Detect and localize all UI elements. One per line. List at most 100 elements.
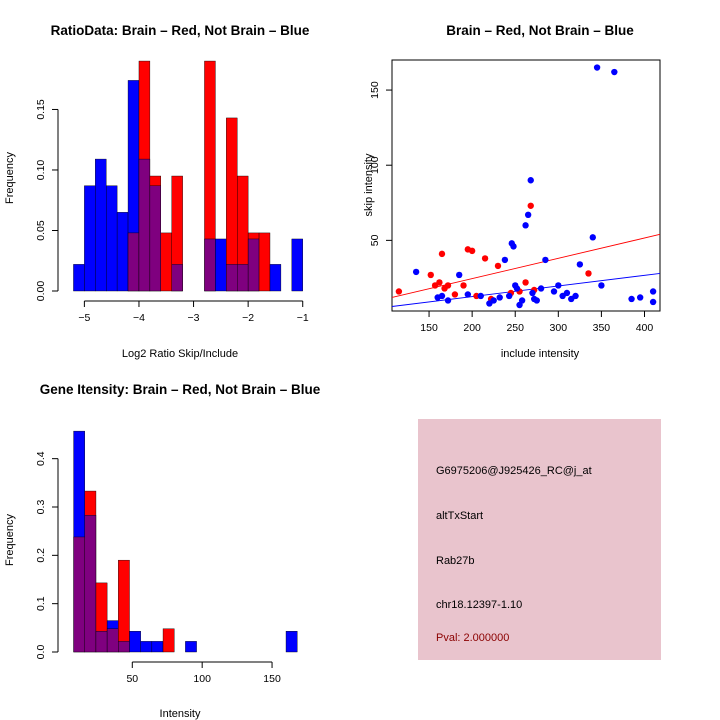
- ratio-bar-overlap: [138, 158, 151, 292]
- ratio-histogram-axes: −5 −4 −3 −2 −1 0.00 0.05 0.10 0.15: [35, 99, 309, 324]
- point-blue: [513, 285, 521, 292]
- point-blue: [496, 294, 503, 301]
- point-red: [585, 270, 592, 277]
- point-red: [438, 250, 446, 258]
- ratio-bar-blue: [106, 185, 118, 292]
- ratio-bar-blue: [84, 185, 96, 292]
- genomic-location: chr18.12397-1.10: [436, 599, 523, 611]
- ratio-bar-blue: [269, 264, 282, 292]
- point-red: [460, 282, 467, 289]
- intensity-bar-blue: [140, 641, 153, 653]
- point-red: [494, 262, 502, 270]
- ratio-histogram: RatioData: Brain – Red, Not Brain – Blue…: [4, 23, 310, 360]
- intensity-histogram: Gene Itensity: Brain – Red, Not Brain – …: [4, 382, 321, 720]
- ratio-bar-overlap: [171, 264, 183, 292]
- ratio-x-tick-label: −1: [297, 312, 309, 324]
- point-blue: [598, 282, 605, 289]
- intensity-scatter: Brain – Red, Not Brain – Blue 150 200 250 3…: [363, 23, 661, 360]
- gene-name: Rab27b: [436, 555, 475, 567]
- ratio-bar-blue: [95, 158, 107, 292]
- intensity-x-tick-label: 150: [263, 673, 281, 685]
- fit-line-blue: [391, 272, 661, 307]
- point-blue: [649, 288, 657, 295]
- point-blue: [522, 222, 529, 229]
- ratio-bar-blue: [73, 264, 85, 292]
- scatter-xlabel: include intensity: [501, 348, 580, 360]
- scatter-x-tick-label: 250: [506, 322, 524, 334]
- probe-id: G6975206@J925426_RC@j_at: [436, 465, 592, 477]
- scatter-y-tick-label: 100: [369, 156, 381, 174]
- scatter-ylabel: skip intensity: [363, 153, 375, 216]
- scatter-y-tick-label: 150: [369, 81, 381, 99]
- point-blue: [527, 177, 534, 184]
- point-blue: [576, 261, 584, 268]
- point-blue: [537, 285, 545, 292]
- scatter-title: Brain – Red, Not Brain – Blue: [446, 23, 634, 38]
- point-red: [395, 288, 403, 295]
- fit-line-red: [391, 233, 661, 298]
- intensity-bar-overlap: [84, 515, 97, 653]
- intensity-bar-overlap: [118, 641, 130, 653]
- point-red: [427, 271, 434, 279]
- point-red: [527, 202, 534, 209]
- point-blue: [611, 68, 618, 76]
- point-blue: [524, 211, 532, 219]
- point-blue: [589, 234, 596, 241]
- ratio-histogram-ylabel: Frequency: [4, 152, 16, 204]
- point-blue: [490, 297, 497, 304]
- ratio-x-tick-label: −3: [188, 312, 200, 324]
- ratio-bar-blue: [215, 238, 227, 292]
- point-red: [436, 279, 443, 286]
- scatter-y-tick-label: 50: [369, 234, 381, 246]
- point-blue: [501, 256, 509, 264]
- intensity-bar-blue: [151, 641, 164, 653]
- scatter-fit-lines: [391, 233, 661, 307]
- intensity-y-tick-label: 0.2: [35, 548, 47, 563]
- ratio-y-tick-label: 0.00: [35, 281, 47, 302]
- ratio-bar-overlap: [204, 238, 216, 292]
- intensity-bar-overlap: [106, 628, 119, 653]
- point-blue: [542, 256, 549, 264]
- point-blue: [510, 243, 517, 250]
- ratio-y-tick-label: 0.05: [35, 220, 47, 241]
- ratio-bar-red: [160, 232, 172, 292]
- ratio-bar-red: [258, 232, 271, 292]
- point-blue: [550, 288, 558, 295]
- point-blue: [477, 292, 484, 300]
- ratio-y-tick-label: 0.15: [35, 99, 47, 120]
- point-blue: [505, 292, 513, 300]
- intensity-bar-overlap: [95, 631, 108, 653]
- intensity-y-tick-label: 0.3: [35, 500, 47, 515]
- point-red: [481, 255, 489, 262]
- point-blue: [444, 297, 452, 304]
- scatter-frame: [391, 59, 661, 312]
- point-blue: [438, 292, 446, 300]
- point-blue: [412, 268, 420, 276]
- intensity-x-tick-label: 50: [126, 673, 138, 685]
- point-blue: [518, 297, 526, 304]
- intensity-y-tick-label: 0.4: [35, 451, 47, 466]
- point-blue: [456, 271, 463, 279]
- intensity-x-tick-label: 100: [193, 673, 211, 685]
- intensity-bar-blue: [129, 631, 141, 653]
- scatter-x-tick-label: 400: [636, 322, 654, 334]
- intensity-histogram-title: Gene Itensity: Brain – Red, Not Brain – …: [40, 382, 321, 397]
- ratio-x-tick-label: −4: [133, 312, 145, 324]
- p-value: Pval: 2.000000: [436, 632, 510, 644]
- intensity-bar-blue: [185, 641, 197, 653]
- scatter-x-tick-label: 150: [420, 322, 438, 334]
- scatter-axes: 150 200 250 300 350 400 50 100 150: [369, 81, 653, 334]
- point-blue: [628, 295, 635, 303]
- point-blue: [529, 289, 536, 297]
- ratio-histogram-bars: [73, 60, 303, 292]
- point-blue: [572, 292, 579, 300]
- intensity-histogram-ylabel: Frequency: [4, 514, 16, 566]
- ratio-x-tick-label: −2: [242, 312, 254, 324]
- ratio-bar-overlap: [237, 264, 249, 292]
- intensity-bar-overlap: [73, 536, 85, 653]
- point-red: [522, 279, 529, 286]
- intensity-y-tick-label: 0.0: [35, 645, 47, 660]
- point-blue: [533, 297, 540, 304]
- intensity-bar-red: [162, 628, 175, 653]
- ratio-bar-overlap: [149, 185, 162, 292]
